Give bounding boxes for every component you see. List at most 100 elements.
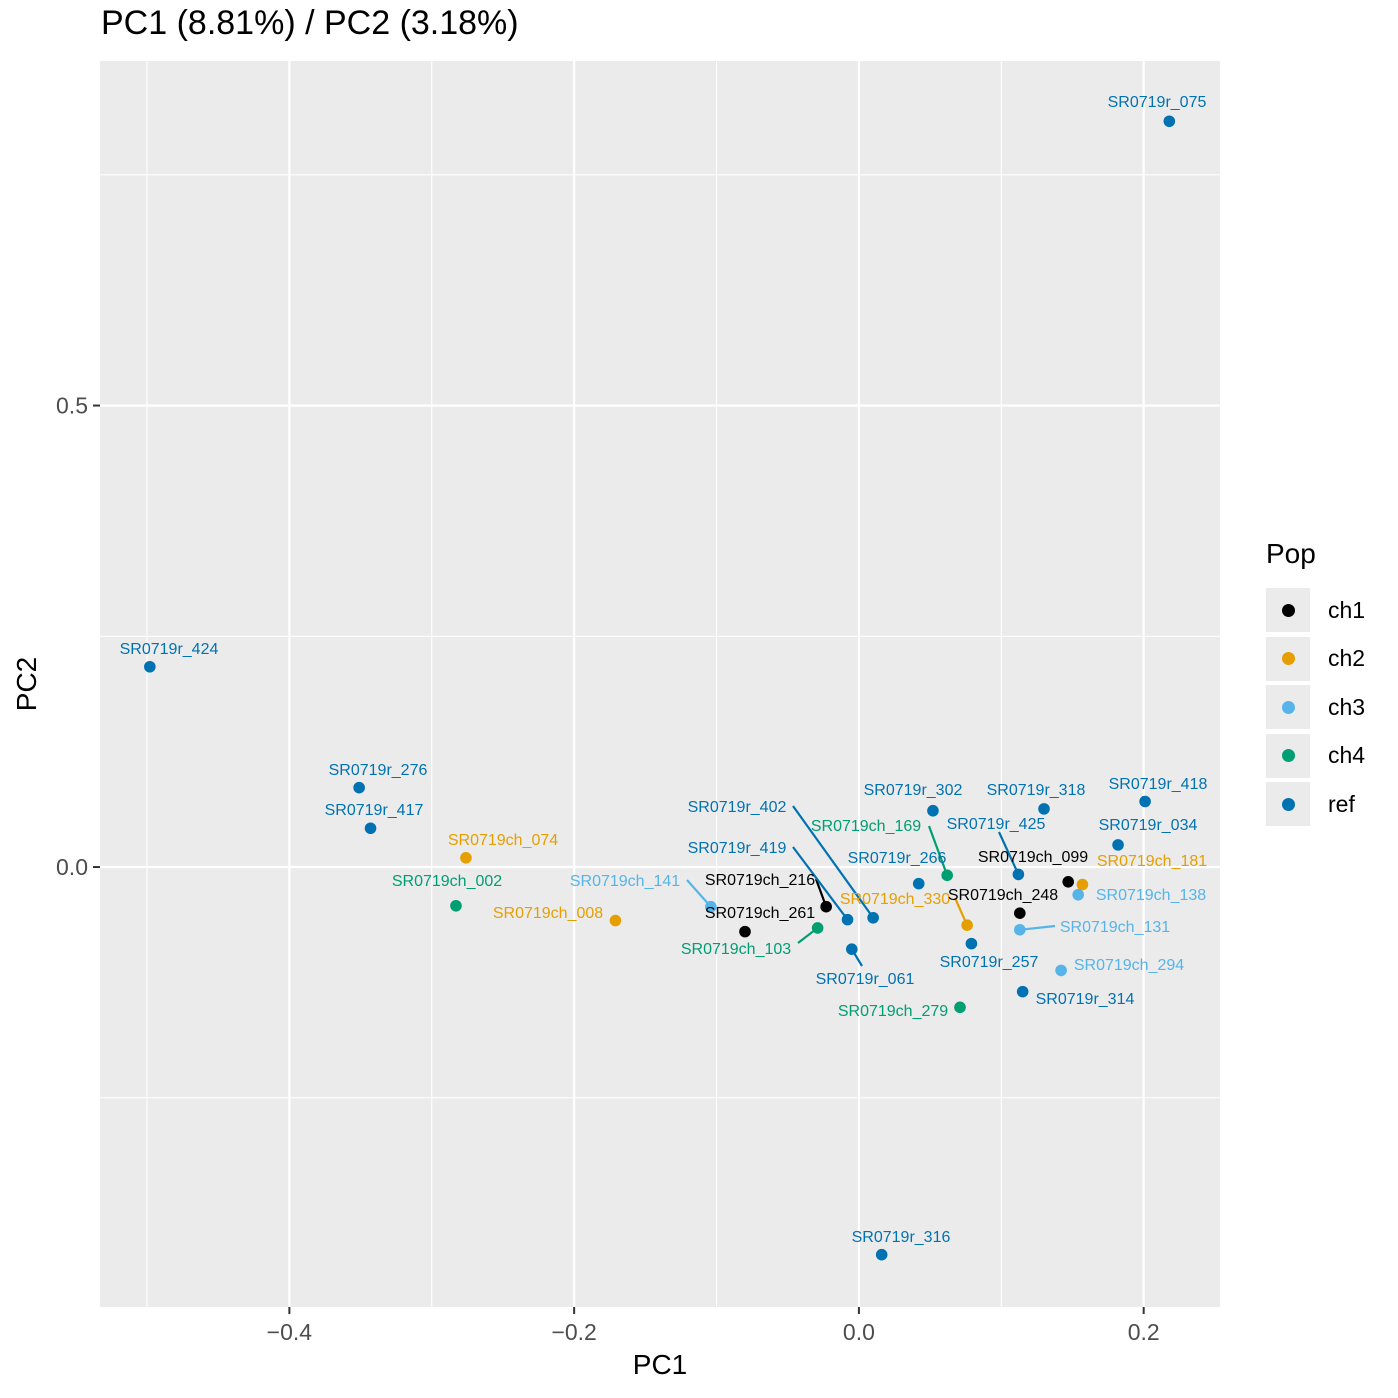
data-point-SR0719r_061 <box>845 943 858 955</box>
legend-item-ch1: ch1 <box>1266 586 1365 635</box>
point-label: SR0719ch_074 <box>448 832 558 849</box>
point-label: SR0719r_257 <box>940 954 1039 971</box>
y-tick-label: 0.5 <box>56 393 88 419</box>
data-point-SR0719ch_074 <box>460 851 472 864</box>
grid-lines <box>100 61 1220 1307</box>
point-label: SR0719ch_181 <box>1097 853 1207 870</box>
data-point-SR0719r_424 <box>144 660 156 673</box>
point-label: SR0719ch_103 <box>681 941 791 958</box>
data-point-SR0719ch_330 <box>961 919 973 931</box>
data-point-SR0719ch_248 <box>1014 907 1026 919</box>
legend-label: ref <box>1328 790 1355 817</box>
point-label: SR0719ch_099 <box>978 849 1088 866</box>
legend-key <box>1266 733 1310 778</box>
legend-key <box>1266 588 1310 633</box>
leader-line <box>686 879 712 908</box>
data-point-SR0719ch_141 <box>705 900 717 913</box>
data-point-SR0719r_075 <box>1163 115 1176 128</box>
point-label: SR0719r_424 <box>120 641 219 658</box>
axes: −0.4 −0.2 0.0 0.2 0.0 0.5 <box>56 393 1160 1345</box>
data-point-SR0719ch_279 <box>954 1001 966 1014</box>
label-leader-lines <box>686 805 1056 967</box>
point-label: SR0719r_417 <box>325 802 424 819</box>
data-point-SR0719ch_261 <box>739 925 751 938</box>
data-point-SR0719ch_002 <box>450 899 462 912</box>
leader-line <box>792 805 875 919</box>
legend-key <box>1266 636 1310 681</box>
data-point-SR0719r_266 <box>912 877 925 890</box>
point-label: SR0719ch_261 <box>705 905 815 922</box>
data-point-SR0719ch_216 <box>820 900 832 913</box>
point-label: SR0719r_266 <box>848 850 947 867</box>
leader-line <box>927 825 949 876</box>
legend-label: ch3 <box>1328 693 1366 720</box>
legend-label: ch4 <box>1328 742 1366 769</box>
point-label: SR0719r_316 <box>852 1229 951 1246</box>
data-point-SR0719r_417 <box>364 822 377 835</box>
data-point-SR0719r_276 <box>353 781 365 794</box>
legend-key <box>1266 782 1310 827</box>
y-tick-label: 0.0 <box>56 854 88 880</box>
leader-line <box>997 831 1020 875</box>
point-label: SR0719ch_248 <box>948 887 1058 904</box>
data-points <box>144 115 1176 1261</box>
legend-item-ch3: ch3 <box>1266 683 1365 732</box>
legend-title: Pop <box>1266 538 1316 569</box>
point-label: SR0719r_034 <box>1099 817 1198 834</box>
data-point-SR0719r_034 <box>1112 839 1124 851</box>
legend-dot <box>1281 603 1295 617</box>
data-point-SR0719ch_008 <box>609 914 622 927</box>
data-point-SR0719ch_169 <box>941 869 953 882</box>
point-label: SR0719ch_008 <box>493 905 603 922</box>
legend-item-ref: ref <box>1266 780 1365 829</box>
point-label: SR0719r_425 <box>947 816 1046 833</box>
point-label: SR0719r_402 <box>688 799 787 816</box>
point-label: SR0719r_075 <box>1108 94 1207 111</box>
legend-label: ch2 <box>1328 645 1366 672</box>
data-point-SR0719r_318 <box>1038 803 1050 815</box>
data-point-SR0719ch_181 <box>1076 878 1089 891</box>
point-label: SR0719r_419 <box>688 840 787 857</box>
legend-dot <box>1281 797 1295 811</box>
data-point-SR0719r_402 <box>867 911 879 924</box>
point-label: SR0719r_314 <box>1036 991 1135 1008</box>
point-label: SR0719ch_330 <box>840 891 950 908</box>
point-label: SR0719ch_002 <box>392 873 502 890</box>
point-labels: SR0719r_075 SR0719r_424 SR0719r_276 SR0719r… <box>120 94 1208 1246</box>
chart-title: PC1 (8.81%) / PC2 (3.18%) <box>101 4 519 42</box>
data-point-SR0719r_418 <box>1139 795 1151 808</box>
x-axis-label: PC1 <box>633 1349 687 1380</box>
data-point-SR0719ch_103 <box>811 922 824 934</box>
point-label: SR0719ch_169 <box>811 818 921 835</box>
legend-dot <box>1281 700 1295 714</box>
y-axis-label: PC2 <box>11 657 42 711</box>
point-label: SR0719ch_141 <box>570 873 680 890</box>
leader-line <box>792 846 849 921</box>
legend-dot <box>1281 749 1295 763</box>
point-label: SR0719ch_216 <box>705 872 815 889</box>
legend-label: ch1 <box>1328 596 1366 623</box>
plot-panel <box>100 61 1220 1307</box>
point-label: SR0719ch_279 <box>838 1003 948 1020</box>
legend-key <box>1266 685 1310 730</box>
legend-item-ch4: ch4 <box>1266 732 1365 781</box>
legend-items: ch1 ch2 ch3 ch4 ref <box>1266 586 1365 829</box>
data-point-SR0719ch_099 <box>1062 875 1075 888</box>
point-label: SR0719r_276 <box>329 762 428 779</box>
data-point-SR0719ch_131 <box>1014 923 1026 936</box>
x-tick-label: −0.2 <box>551 1319 596 1345</box>
point-label: SR0719r_318 <box>987 782 1086 799</box>
data-point-SR0719r_257 <box>965 937 978 950</box>
point-label: SR0719ch_294 <box>1074 957 1184 974</box>
data-point-SR0719r_419 <box>841 913 854 926</box>
point-label: SR0719ch_138 <box>1096 887 1206 904</box>
legend: Pop ch1 ch2 ch3 ch4 ref <box>1266 538 1365 829</box>
x-tick-label: 0.0 <box>843 1319 875 1345</box>
point-label: SR0719ch_131 <box>1060 919 1170 936</box>
data-point-SR0719ch_294 <box>1055 964 1067 977</box>
data-point-SR0719r_314 <box>1016 985 1029 998</box>
point-label: SR0719r_302 <box>864 782 963 799</box>
leader-line <box>1019 924 1056 931</box>
data-point-SR0719ch_138 <box>1072 888 1084 901</box>
